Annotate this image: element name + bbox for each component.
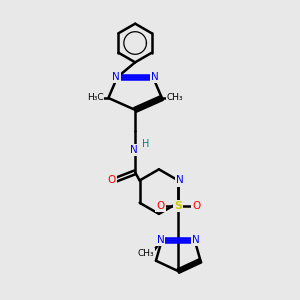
Text: CH₃: CH₃ [167, 94, 184, 103]
Text: CH₃: CH₃ [137, 249, 154, 258]
Text: O: O [107, 175, 116, 185]
Text: N: N [157, 235, 164, 245]
Text: N: N [151, 72, 158, 82]
Text: H₃C: H₃C [87, 94, 103, 103]
Text: N: N [176, 176, 184, 185]
Text: N: N [130, 145, 137, 155]
Text: H: H [142, 139, 149, 149]
Text: N: N [112, 72, 120, 82]
Text: N: N [192, 235, 200, 245]
Text: S: S [174, 201, 182, 211]
Text: O: O [192, 201, 200, 211]
Text: O: O [156, 201, 164, 211]
